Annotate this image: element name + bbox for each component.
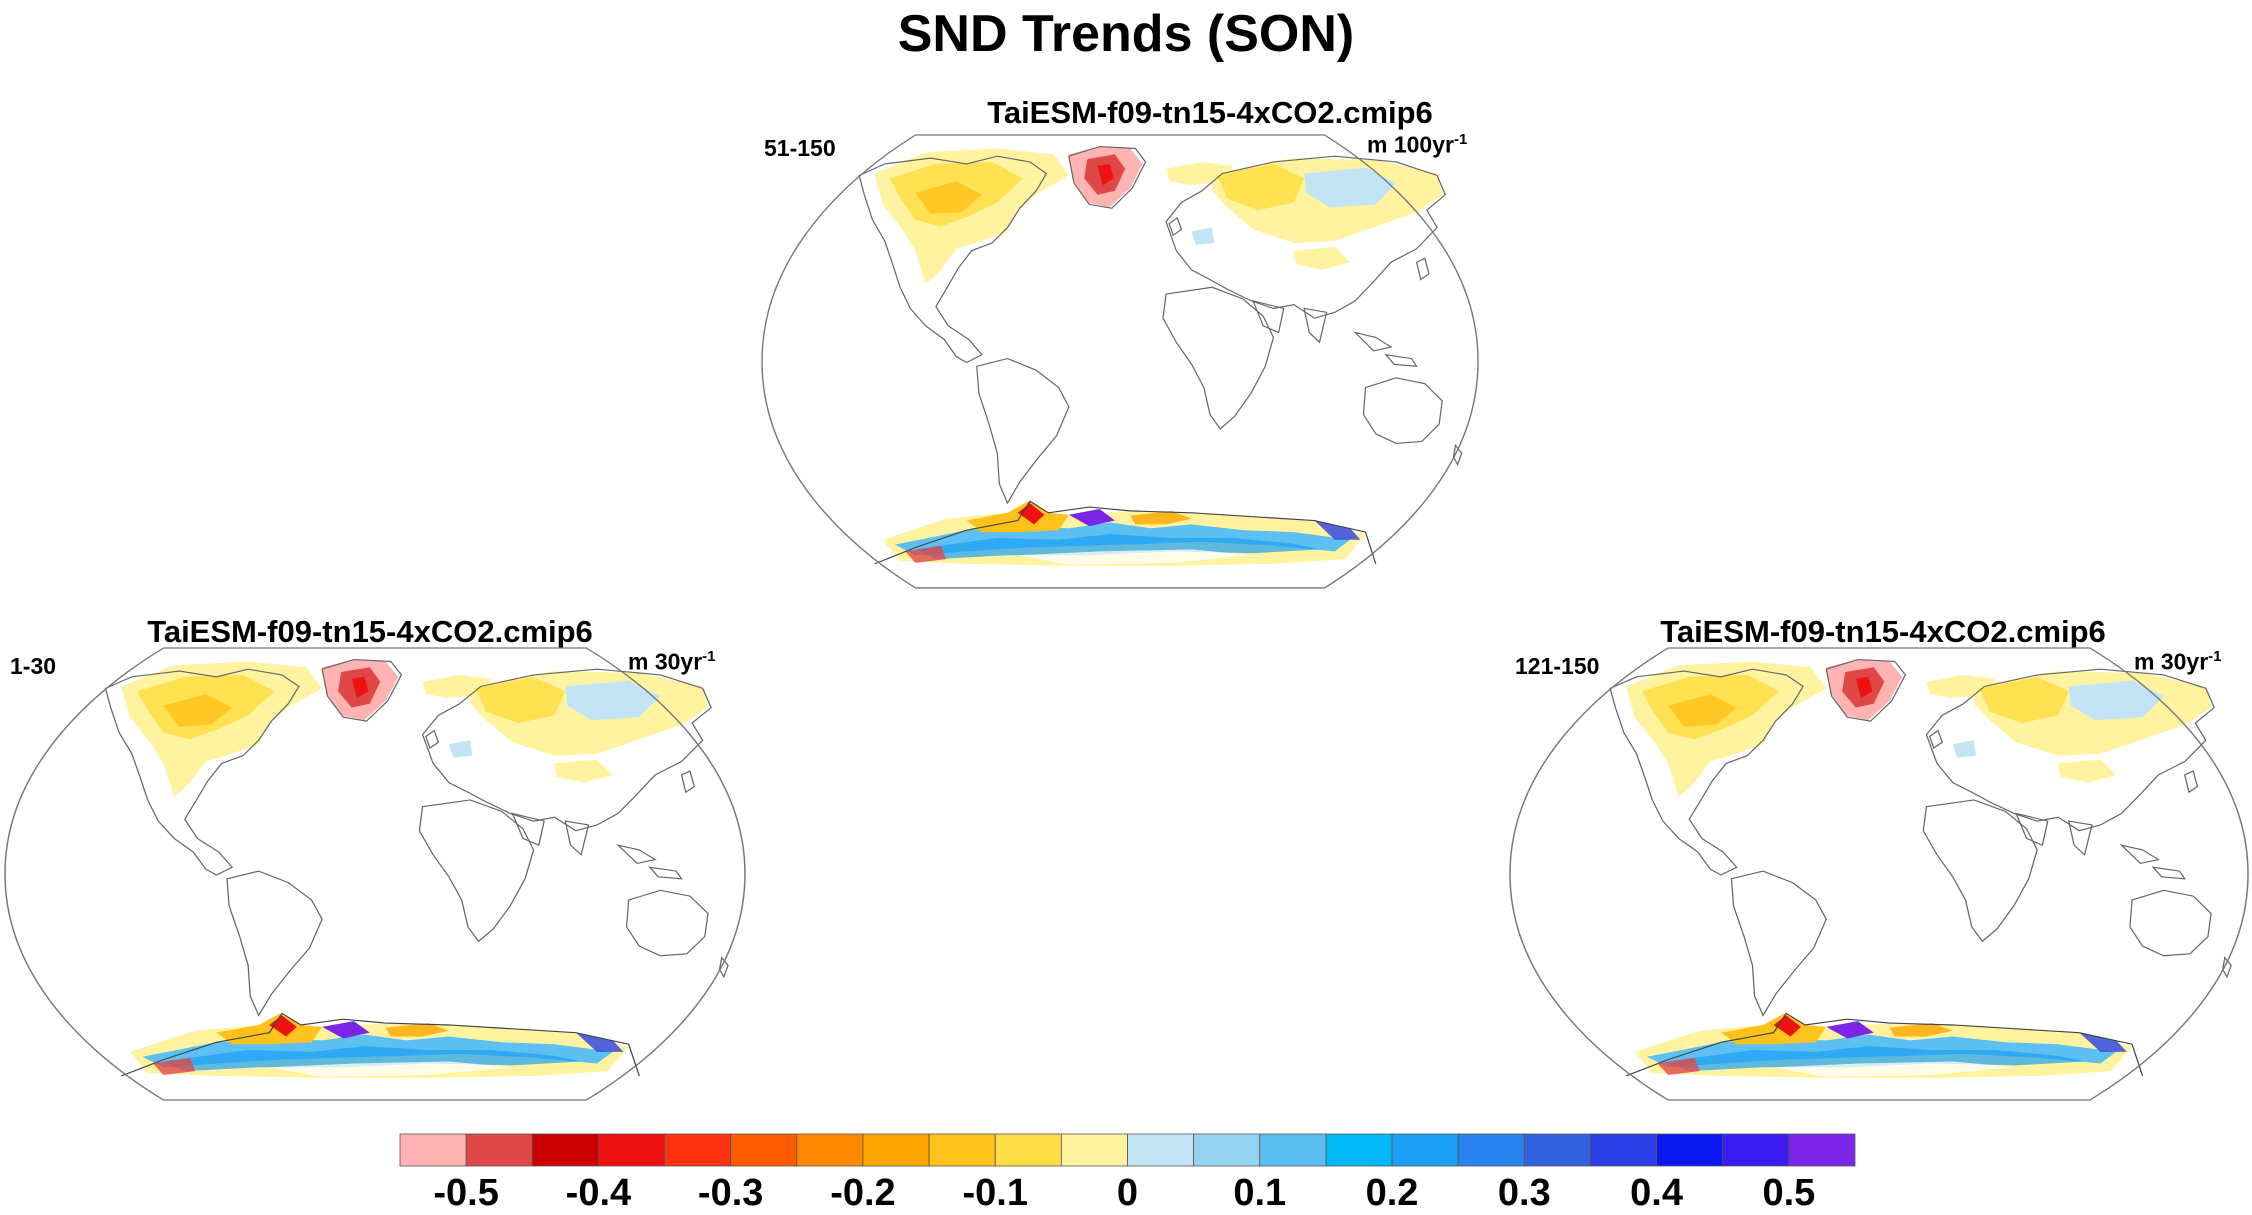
colorbar-tick-label: -0.5: [433, 1172, 499, 1214]
colorbar-swatch: [1391, 1133, 1459, 1167]
colorbar-tick-label: -0.1: [962, 1172, 1028, 1214]
map-panel-right: [1509, 647, 2249, 1101]
panel-top-units: m 100yr-1: [1367, 131, 1468, 158]
panel-top-title: TaiESM-f09-tn15-4xCO2.cmip6: [987, 95, 1433, 130]
figure-title: SND Trends (SON): [897, 5, 1355, 63]
colorbar-swatch: [399, 1133, 467, 1167]
colorbar-tick-label: 0.2: [1365, 1172, 1419, 1214]
panel-left-period: 1-30: [10, 653, 57, 679]
colorbar-swatch: [994, 1133, 1062, 1167]
colorbar-swatch: [928, 1133, 996, 1167]
map-panel-left: [4, 647, 746, 1101]
map-panel-top: [761, 134, 1479, 589]
colorbar-tick-label: 0: [1116, 1172, 1139, 1214]
colorbar-swatch: [1325, 1133, 1393, 1167]
panel-right-period: 121-150: [1515, 653, 1600, 679]
colorbar-swatch: [1259, 1133, 1327, 1167]
colorbar-tick-label: 0.3: [1497, 1172, 1551, 1214]
colorbar-swatch: [1457, 1133, 1525, 1167]
colorbar-swatch: [1656, 1133, 1724, 1167]
colorbar-swatch: [1127, 1133, 1195, 1167]
colorbar-swatch: [598, 1133, 665, 1167]
colorbar-swatch: [1193, 1133, 1261, 1167]
colorbar-swatch: [1060, 1133, 1128, 1167]
colorbar-swatch: [531, 1133, 599, 1167]
panel-left-units: m 30yr-1: [628, 648, 716, 675]
panel-left-title: TaiESM-f09-tn15-4xCO2.cmip6: [147, 614, 593, 649]
colorbar-swatch: [796, 1133, 864, 1167]
colorbar-tick-label: 0.4: [1630, 1172, 1683, 1214]
colorbar-swatch: [730, 1133, 798, 1167]
colorbar-tick-label: -0.3: [697, 1172, 764, 1214]
colorbar-swatch: [1590, 1133, 1657, 1167]
colorbar-swatch: [1722, 1133, 1790, 1167]
colorbar-swatch: [862, 1133, 930, 1167]
colorbar-tick-label: 0.5: [1762, 1172, 1816, 1214]
colorbar: [399, 1133, 1856, 1167]
colorbar-tick-label: -0.4: [565, 1172, 632, 1214]
colorbar-swatch: [664, 1133, 732, 1167]
colorbar-tick-label: 0.1: [1233, 1172, 1287, 1214]
colorbar-swatch: [1788, 1133, 1856, 1167]
panel-right-title: TaiESM-f09-tn15-4xCO2.cmip6: [1660, 614, 2106, 649]
panel-top-period: 51-150: [764, 135, 836, 161]
panel-right-units: m 30yr-1: [2134, 648, 2222, 675]
colorbar-swatch: [1523, 1133, 1591, 1167]
colorbar-tick-label: -0.2: [830, 1172, 896, 1214]
colorbar-swatch: [465, 1133, 533, 1167]
